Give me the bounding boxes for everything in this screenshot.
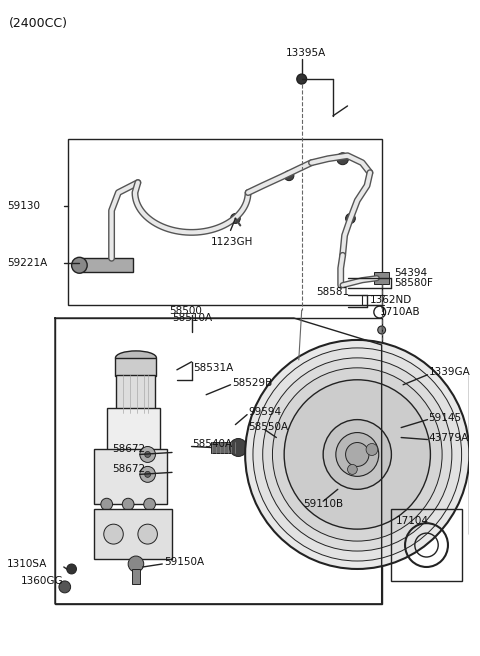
Circle shape (346, 443, 369, 466)
Text: 59145: 59145 (429, 413, 462, 422)
Text: 1123GH: 1123GH (211, 237, 253, 247)
Circle shape (323, 420, 391, 489)
Circle shape (346, 213, 355, 224)
Text: 59221A: 59221A (7, 258, 48, 268)
Circle shape (104, 524, 123, 544)
Bar (55, 318, 382, 604)
Circle shape (284, 380, 431, 529)
Text: 13395A: 13395A (286, 48, 326, 58)
Text: 58540A: 58540A (192, 438, 233, 449)
Bar (211, 441, 239, 453)
Circle shape (144, 499, 156, 510)
Circle shape (67, 564, 76, 574)
Circle shape (140, 447, 156, 462)
Circle shape (337, 153, 348, 165)
Circle shape (122, 499, 134, 510)
Text: 58672: 58672 (113, 464, 146, 474)
Circle shape (477, 463, 480, 476)
Circle shape (138, 524, 157, 544)
Circle shape (253, 348, 462, 561)
Text: 1710AB: 1710AB (380, 307, 420, 317)
Circle shape (128, 556, 144, 572)
Bar (107, 407, 160, 453)
Text: 58580F: 58580F (395, 278, 433, 288)
Circle shape (59, 581, 71, 593)
Circle shape (245, 340, 469, 569)
Circle shape (101, 499, 112, 510)
Text: 43779A: 43779A (429, 432, 468, 443)
Bar (79, 258, 133, 272)
Text: 59130: 59130 (7, 201, 40, 211)
Bar (469, 375, 480, 534)
Text: 58529B: 58529B (232, 378, 273, 388)
Text: 1360GG: 1360GG (21, 576, 63, 586)
Circle shape (284, 171, 294, 180)
Circle shape (378, 326, 385, 334)
Circle shape (477, 424, 480, 436)
Text: 54394: 54394 (395, 268, 428, 278)
Circle shape (229, 438, 247, 457)
Text: 58550A: 58550A (248, 422, 288, 432)
Text: 99594: 99594 (248, 407, 281, 417)
Bar (132, 569, 140, 584)
Circle shape (477, 389, 480, 401)
Text: 58531A: 58531A (193, 363, 234, 373)
Bar (117, 375, 156, 413)
Circle shape (263, 358, 452, 551)
Text: 59110B: 59110B (304, 499, 344, 509)
Circle shape (477, 499, 480, 510)
Bar (94, 509, 172, 559)
Text: 1310SA: 1310SA (7, 559, 48, 569)
Text: 1339GA: 1339GA (429, 367, 470, 377)
Bar (391, 509, 462, 581)
Circle shape (366, 443, 378, 455)
Circle shape (145, 451, 151, 457)
Circle shape (72, 257, 87, 274)
Circle shape (348, 464, 357, 474)
Ellipse shape (116, 351, 156, 365)
Circle shape (336, 432, 379, 476)
Bar (116, 358, 156, 376)
Text: (2400CC): (2400CC) (9, 17, 68, 30)
Circle shape (297, 74, 307, 84)
Bar (374, 272, 389, 284)
Circle shape (145, 472, 151, 478)
Circle shape (230, 213, 240, 224)
Circle shape (273, 368, 442, 541)
Text: 58510A: 58510A (172, 313, 213, 323)
Text: 58500: 58500 (169, 306, 202, 316)
Circle shape (140, 466, 156, 482)
Text: 58672: 58672 (113, 445, 146, 455)
Text: 58581: 58581 (316, 287, 349, 297)
Bar (94, 449, 167, 504)
Text: 17104: 17104 (396, 516, 429, 526)
Bar (68, 139, 382, 305)
Text: 1362ND: 1362ND (370, 295, 412, 305)
Text: 59150A: 59150A (164, 557, 204, 567)
